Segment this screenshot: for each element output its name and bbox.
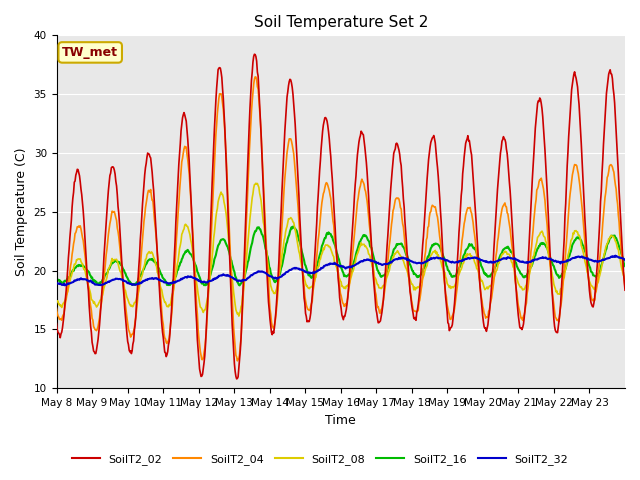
- SoilT2_08: [621, 278, 629, 284]
- SoilT2_08: [224, 227, 232, 232]
- SoilT2_16: [401, 248, 409, 253]
- SoilT2_02: [253, 69, 261, 75]
- SoilT2_04: [275, 275, 283, 280]
- SoilT2_16: [253, 226, 260, 232]
- SoilT2_04: [52, 305, 60, 311]
- SoilT2_16: [120, 266, 127, 272]
- SoilT2_32: [621, 257, 629, 263]
- SoilT2_04: [401, 240, 409, 245]
- Legend: SoilT2_02, SoilT2_04, SoilT2_08, SoilT2_16, SoilT2_32: SoilT2_02, SoilT2_04, SoilT2_08, SoilT2_…: [67, 450, 573, 469]
- SoilT2_02: [401, 218, 409, 224]
- SoilT2_08: [252, 180, 260, 186]
- SoilT2_32: [400, 255, 408, 261]
- SoilT2_08: [52, 298, 60, 303]
- SoilT2_08: [235, 313, 243, 319]
- SoilT2_32: [432, 255, 440, 261]
- SoilT2_32: [253, 269, 260, 275]
- SoilT2_04: [120, 280, 127, 286]
- SoilT2_16: [433, 241, 440, 247]
- SoilT2_08: [120, 280, 127, 286]
- SoilT2_32: [62, 282, 70, 288]
- SoilT2_08: [401, 263, 409, 268]
- SoilT2_04: [433, 212, 440, 217]
- SoilT2_02: [433, 157, 440, 163]
- Line: SoilT2_32: SoilT2_32: [56, 256, 625, 285]
- X-axis label: Time: Time: [325, 414, 356, 427]
- SoilT2_02: [621, 288, 629, 293]
- SoilT2_16: [52, 275, 60, 281]
- SoilT2_32: [275, 275, 282, 281]
- SoilT2_04: [224, 189, 232, 195]
- Y-axis label: Soil Temperature (C): Soil Temperature (C): [15, 147, 28, 276]
- SoilT2_02: [233, 376, 241, 382]
- Line: SoilT2_16: SoilT2_16: [56, 227, 625, 286]
- SoilT2_02: [52, 321, 60, 326]
- SoilT2_02: [275, 259, 283, 264]
- SoilT2_02: [224, 201, 232, 207]
- SoilT2_16: [224, 244, 232, 250]
- SoilT2_02: [120, 284, 127, 289]
- SoilT2_16: [236, 283, 243, 288]
- SoilT2_32: [225, 273, 232, 278]
- Line: SoilT2_02: SoilT2_02: [56, 54, 625, 379]
- Line: SoilT2_08: SoilT2_08: [56, 183, 625, 316]
- SoilT2_04: [621, 285, 629, 290]
- SoilT2_32: [52, 280, 60, 286]
- SoilT2_16: [621, 263, 629, 269]
- SoilT2_08: [253, 180, 261, 186]
- Text: TW_met: TW_met: [62, 46, 118, 59]
- SoilT2_02: [251, 51, 259, 57]
- SoilT2_08: [275, 274, 283, 279]
- SoilT2_04: [252, 74, 259, 80]
- SoilT2_08: [433, 249, 440, 255]
- SoilT2_16: [289, 224, 297, 229]
- SoilT2_04: [253, 84, 261, 89]
- Title: Soil Temperature Set 2: Soil Temperature Set 2: [253, 15, 428, 30]
- SoilT2_32: [120, 278, 128, 284]
- Line: SoilT2_04: SoilT2_04: [56, 77, 625, 361]
- SoilT2_32: [612, 253, 620, 259]
- SoilT2_16: [275, 277, 282, 283]
- SoilT2_04: [234, 358, 241, 364]
